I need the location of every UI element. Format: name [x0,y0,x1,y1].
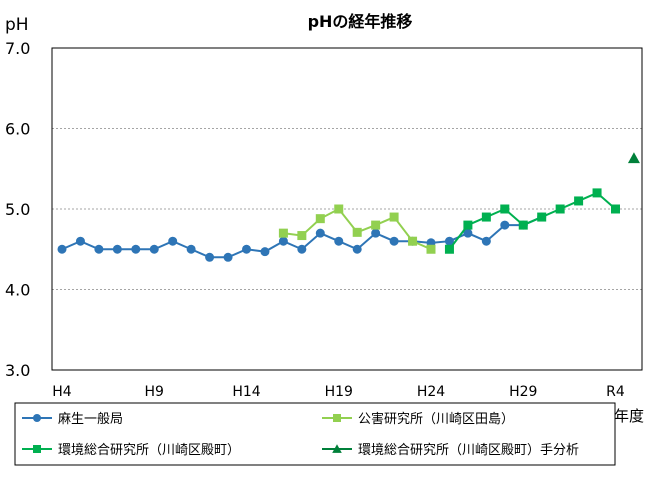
data-point [334,204,344,214]
legend: 麻生一般局 公害研究所（川崎区田島） 環境総合研究所（川崎区殿町） 環境総合研究所（川… [14,402,616,466]
data-point [352,244,362,254]
y-tick-label: 4.0 [5,281,30,300]
data-point [518,220,528,230]
x-tick-label: H4 [52,384,72,400]
data-point [186,244,196,254]
legend-label: 公害研究所（川崎区田島） [358,411,514,427]
series-1 [278,204,436,254]
plot-area [51,47,643,371]
data-point [500,204,510,214]
data-point [481,236,491,246]
series-layer [57,152,640,262]
x-tick-label: H24 [417,384,445,400]
data-point [408,236,418,246]
legend-item: 公害研究所（川崎区田島） [322,411,514,427]
y-tick-label: 6.0 [5,120,30,139]
data-point [426,244,436,254]
x-tick-label: H14 [232,384,260,400]
x-tick-label: R4 [606,384,625,400]
legend-label: 麻生一般局 [58,411,123,427]
data-point [315,214,325,224]
series-2 [444,188,620,254]
data-point [500,220,510,230]
legend-item: 環境総合研究所（川崎区殿町） [22,443,240,458]
data-point [278,236,288,246]
data-point [371,220,381,230]
x-tick-label: H9 [145,384,164,400]
data-point [57,244,67,254]
data-point [168,236,178,246]
data-point [223,252,233,262]
legend-marker [332,444,342,453]
data-point [352,227,362,237]
data-point [131,244,141,254]
x-tick-label: H19 [325,384,353,400]
data-point [444,244,454,254]
legend-label: 環境総合研究所（川崎区殿町）手分析 [358,443,579,458]
data-point [555,204,565,214]
data-point [627,152,640,164]
legend-item: 環境総合研究所（川崎区殿町）手分析 [322,443,579,458]
data-point [315,228,325,238]
data-point [260,247,270,257]
data-point [75,236,85,246]
y-axis-label: pH [5,15,29,35]
data-point [94,244,104,254]
x-tick-labels: H4 H9 H14 H19 H24 H29 R4 [52,384,625,400]
y-tick-label: 5.0 [5,200,30,219]
data-point [334,236,344,246]
data-point [278,228,288,238]
chart-title: pHの経年推移 [308,12,413,31]
series-3 [627,152,640,164]
x-tick-label: H29 [509,384,537,400]
data-point [389,236,399,246]
data-point [205,252,215,262]
legend-item: 麻生一般局 [22,411,123,427]
data-point [463,228,473,238]
data-point [537,212,547,222]
data-point [592,188,602,198]
gridlines [52,128,642,290]
x-axis-label: 年度 [614,407,644,425]
data-point [389,212,399,222]
legend-box [14,402,616,466]
data-point [371,228,381,238]
legend-marker [33,414,41,422]
data-point [444,236,454,246]
data-point [611,204,620,214]
y-tick-labels: 3.0 4.0 5.0 6.0 7.0 [5,39,30,380]
series-line [448,191,617,250]
legend-marker [33,445,41,453]
data-point [463,220,473,230]
data-point [149,244,159,254]
legend-marker [333,414,341,422]
data-point [297,231,307,241]
legend-label: 環境総合研究所（川崎区殿町） [58,443,240,458]
data-point [112,244,122,254]
data-point [481,212,491,222]
y-tick-label: 3.0 [5,361,30,380]
data-point [574,196,584,206]
data-point [297,244,307,254]
y-tick-label: 7.0 [5,39,30,58]
data-point [242,244,251,254]
